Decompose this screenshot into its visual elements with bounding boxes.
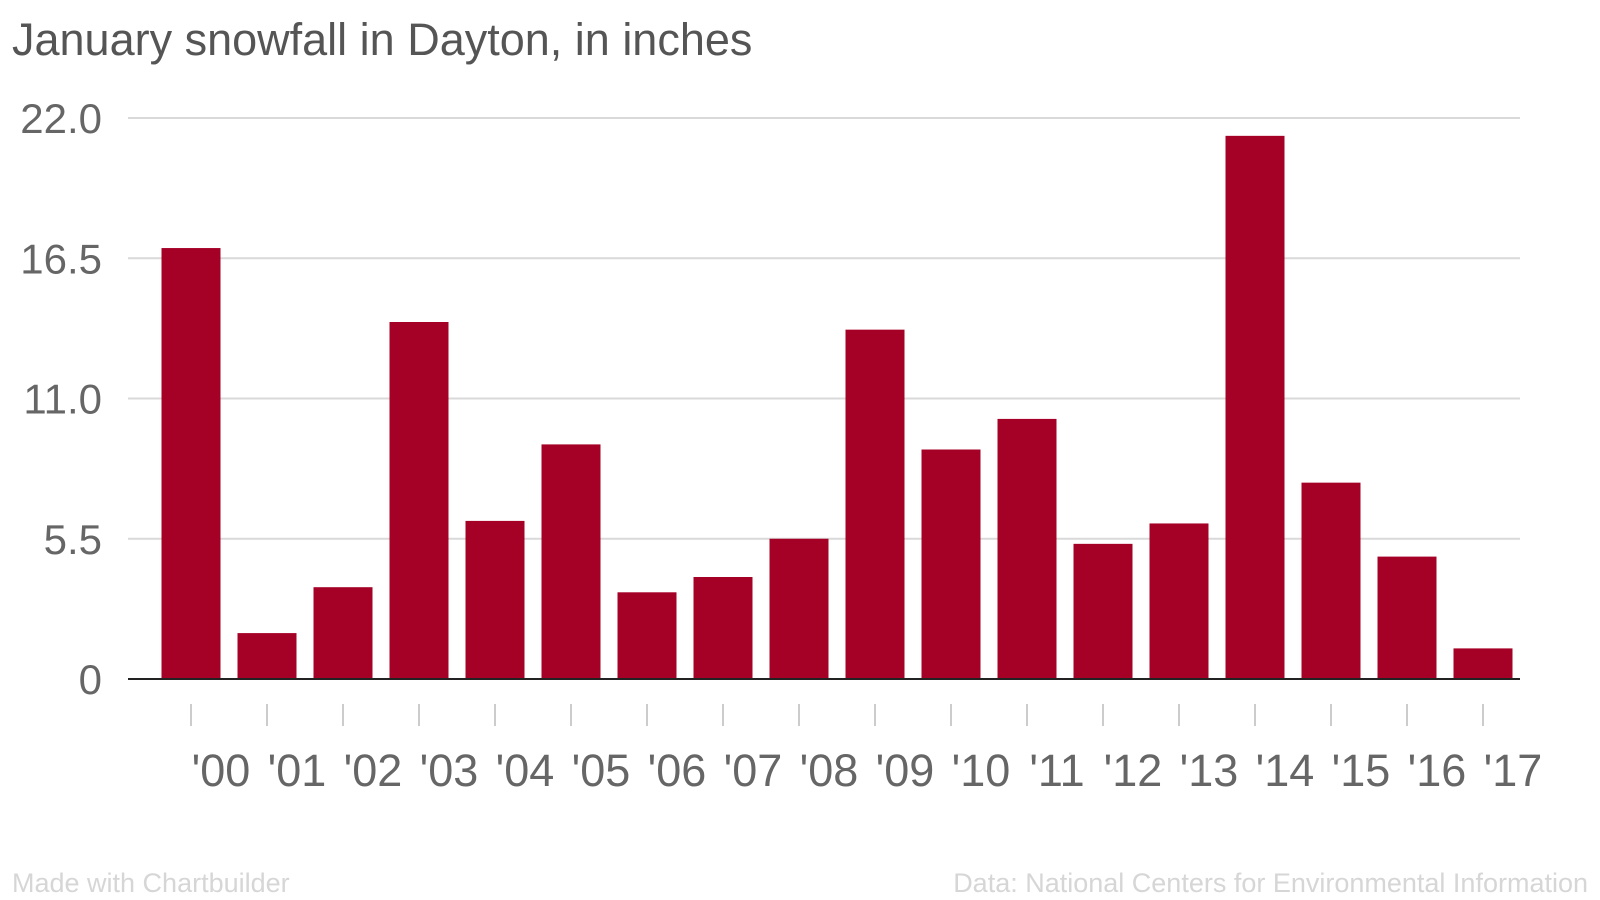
x-tick-label: '16: [1408, 745, 1467, 796]
x-tick-label: '13: [1180, 745, 1239, 796]
bar: [1453, 648, 1513, 679]
x-tick-label: '03: [420, 745, 479, 796]
bar: [617, 592, 677, 679]
y-tick-label: 5.5: [44, 516, 102, 563]
bar: [389, 322, 449, 679]
x-tick-label: '05: [572, 745, 631, 796]
y-tick-label: 0: [79, 656, 102, 703]
chart-title: January snowfall in Dayton, in inches: [12, 14, 753, 65]
x-tick-label: '02: [344, 745, 403, 796]
x-tick-label: '10: [952, 745, 1011, 796]
bar: [1377, 556, 1437, 679]
x-tick-label: '01: [268, 745, 327, 796]
bar: [313, 587, 373, 679]
bars: [161, 135, 1513, 680]
x-tick-label: '07: [724, 745, 783, 796]
bar: [1225, 135, 1285, 680]
bar: [693, 577, 753, 679]
bar: [921, 449, 981, 679]
y-tick-label: 22.0: [20, 95, 102, 142]
source-text: Data: National Centers for Environmental…: [953, 868, 1588, 898]
bar: [465, 520, 525, 679]
bar: [769, 538, 829, 679]
x-tick-label: '00: [192, 745, 251, 796]
x-tick-label: '12: [1104, 745, 1163, 796]
bar: [1301, 482, 1361, 679]
bar: [541, 444, 601, 679]
bar: [1149, 523, 1209, 679]
credit-text: Made with Chartbuilder: [12, 868, 290, 898]
x-tick-label: '04: [496, 745, 555, 796]
x-tick-label: '14: [1256, 745, 1315, 796]
bar: [845, 329, 905, 679]
bar: [1073, 543, 1133, 679]
gridlines: [128, 117, 1520, 540]
x-tick-label: '15: [1332, 745, 1391, 796]
x-tick-label: '17: [1484, 745, 1543, 796]
x-axis-ticks: '00 '01 '02 '03 '04 '05 '06 '07 '08 '09 '10 '11 '12 '…: [190, 704, 1543, 796]
x-tick-label: '08: [800, 745, 859, 796]
y-tick-label: 11.0: [23, 376, 102, 423]
bar: [237, 633, 297, 679]
bar: [161, 248, 221, 680]
x-tick-label: '09: [876, 745, 935, 796]
y-tick-label: 16.5: [20, 235, 102, 282]
x-tick-label: '11: [1029, 745, 1084, 796]
y-axis-ticks: 0 5.5 11.0 16.5 22.0: [20, 95, 102, 703]
x-tick-label: '06: [648, 745, 707, 796]
bar: [997, 418, 1057, 679]
